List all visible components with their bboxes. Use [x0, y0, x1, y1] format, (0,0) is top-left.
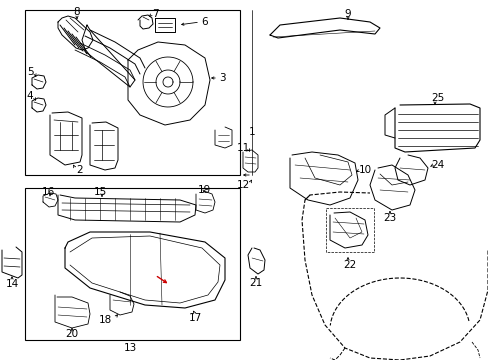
Text: 13: 13: [123, 343, 136, 353]
Text: 19: 19: [197, 185, 210, 195]
Text: 18: 18: [98, 315, 111, 325]
Text: 2: 2: [77, 165, 83, 175]
Text: 23: 23: [383, 213, 396, 223]
Text: 1: 1: [248, 127, 255, 137]
Text: 4: 4: [27, 91, 33, 101]
Text: 9: 9: [344, 9, 350, 19]
Text: 25: 25: [430, 93, 444, 103]
Text: 17: 17: [188, 313, 201, 323]
Text: 5: 5: [27, 67, 33, 77]
Text: 14: 14: [5, 279, 19, 289]
Text: 15: 15: [93, 187, 106, 197]
Text: 11: 11: [236, 143, 249, 153]
Text: 8: 8: [74, 7, 80, 17]
Text: 3: 3: [218, 73, 225, 83]
Text: 10: 10: [358, 165, 371, 175]
Text: 12: 12: [236, 180, 249, 190]
Text: 16: 16: [41, 187, 55, 197]
Bar: [25, 188, 240, 340]
Text: 20: 20: [65, 329, 79, 339]
Bar: [325, 208, 373, 252]
Text: 7: 7: [151, 9, 158, 19]
Text: 6: 6: [201, 17, 208, 27]
Bar: [25, 10, 240, 175]
Text: 24: 24: [430, 160, 444, 170]
Text: 22: 22: [343, 260, 356, 270]
Text: 21: 21: [249, 278, 262, 288]
